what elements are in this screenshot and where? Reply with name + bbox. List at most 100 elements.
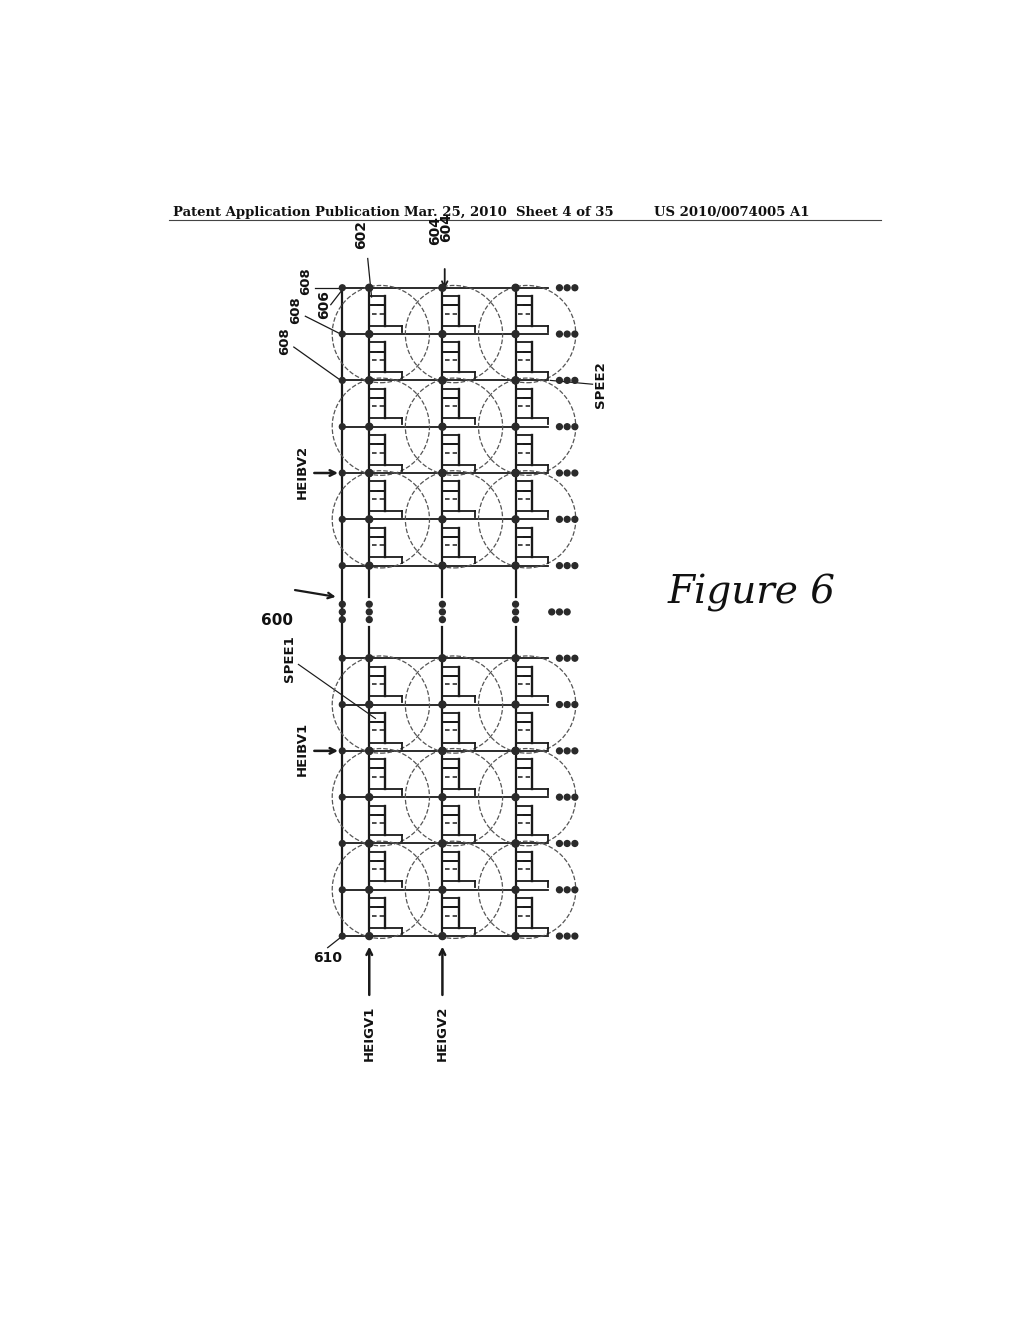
- Circle shape: [513, 655, 518, 661]
- Circle shape: [572, 378, 578, 383]
- Circle shape: [564, 609, 570, 615]
- Circle shape: [512, 330, 519, 338]
- Circle shape: [512, 378, 519, 384]
- Circle shape: [512, 840, 519, 847]
- Circle shape: [339, 609, 345, 615]
- Circle shape: [512, 886, 519, 894]
- Circle shape: [339, 378, 345, 383]
- Circle shape: [439, 609, 445, 615]
- Circle shape: [439, 602, 445, 607]
- Circle shape: [572, 887, 578, 892]
- Circle shape: [367, 562, 372, 569]
- Text: 608: 608: [289, 296, 302, 323]
- Circle shape: [439, 470, 445, 477]
- Circle shape: [367, 378, 372, 383]
- Circle shape: [439, 516, 445, 523]
- Circle shape: [439, 655, 445, 661]
- Circle shape: [439, 887, 445, 892]
- Circle shape: [556, 470, 562, 477]
- Circle shape: [513, 795, 518, 800]
- Circle shape: [439, 378, 445, 384]
- Circle shape: [564, 702, 570, 708]
- Circle shape: [439, 841, 445, 846]
- Circle shape: [439, 701, 445, 708]
- Circle shape: [439, 747, 445, 754]
- Circle shape: [512, 747, 519, 754]
- Text: Patent Application Publication: Patent Application Publication: [173, 206, 399, 219]
- Circle shape: [339, 702, 345, 708]
- Circle shape: [512, 793, 519, 801]
- Circle shape: [513, 516, 518, 523]
- Circle shape: [512, 424, 519, 430]
- Circle shape: [366, 470, 373, 477]
- Circle shape: [572, 795, 578, 800]
- Circle shape: [556, 424, 562, 429]
- Circle shape: [572, 562, 578, 569]
- Circle shape: [556, 562, 562, 569]
- Text: US 2010/0074005 A1: US 2010/0074005 A1: [654, 206, 810, 219]
- Circle shape: [513, 470, 518, 477]
- Circle shape: [339, 285, 345, 290]
- Text: HEIBV1: HEIBV1: [296, 722, 309, 776]
- Text: Mar. 25, 2010  Sheet 4 of 35: Mar. 25, 2010 Sheet 4 of 35: [403, 206, 613, 219]
- Circle shape: [366, 562, 373, 569]
- Circle shape: [439, 378, 445, 383]
- Circle shape: [367, 424, 372, 429]
- Circle shape: [339, 602, 345, 607]
- Circle shape: [439, 655, 445, 661]
- Circle shape: [439, 886, 445, 894]
- Text: SPEE1: SPEE1: [283, 635, 296, 681]
- Circle shape: [556, 748, 562, 754]
- Circle shape: [572, 516, 578, 523]
- Circle shape: [339, 516, 345, 523]
- Circle shape: [556, 795, 562, 800]
- Circle shape: [367, 609, 372, 615]
- Circle shape: [512, 470, 519, 477]
- Circle shape: [439, 424, 445, 430]
- Circle shape: [439, 562, 445, 569]
- Circle shape: [564, 562, 570, 569]
- Text: HEIGV1: HEIGV1: [362, 1006, 376, 1061]
- Circle shape: [339, 795, 345, 800]
- Circle shape: [366, 655, 373, 661]
- Circle shape: [339, 562, 345, 569]
- Circle shape: [439, 840, 445, 847]
- Circle shape: [513, 602, 518, 607]
- Circle shape: [556, 516, 562, 523]
- Circle shape: [572, 470, 578, 477]
- Text: SPEE2: SPEE2: [594, 360, 607, 408]
- Circle shape: [339, 655, 345, 661]
- Text: 602: 602: [354, 220, 369, 249]
- Circle shape: [439, 933, 445, 939]
- Circle shape: [572, 331, 578, 337]
- Circle shape: [367, 602, 372, 607]
- Circle shape: [366, 840, 373, 847]
- Circle shape: [367, 933, 372, 939]
- Circle shape: [366, 701, 373, 708]
- Circle shape: [556, 285, 562, 290]
- Circle shape: [564, 424, 570, 429]
- Circle shape: [439, 562, 445, 569]
- Circle shape: [367, 655, 372, 661]
- Circle shape: [366, 747, 373, 754]
- Circle shape: [339, 424, 345, 429]
- Circle shape: [339, 748, 345, 754]
- Circle shape: [439, 702, 445, 708]
- Circle shape: [549, 609, 555, 615]
- Circle shape: [564, 841, 570, 846]
- Circle shape: [556, 378, 562, 383]
- Circle shape: [439, 793, 445, 801]
- Circle shape: [564, 378, 570, 383]
- Circle shape: [367, 887, 372, 892]
- Circle shape: [512, 516, 519, 523]
- Text: HEIBV2: HEIBV2: [296, 445, 309, 499]
- Circle shape: [339, 933, 345, 939]
- Circle shape: [556, 933, 562, 939]
- Circle shape: [367, 702, 372, 708]
- Circle shape: [439, 616, 445, 623]
- Circle shape: [572, 702, 578, 708]
- Circle shape: [572, 841, 578, 846]
- Circle shape: [439, 330, 445, 338]
- Circle shape: [439, 840, 445, 847]
- Circle shape: [564, 655, 570, 661]
